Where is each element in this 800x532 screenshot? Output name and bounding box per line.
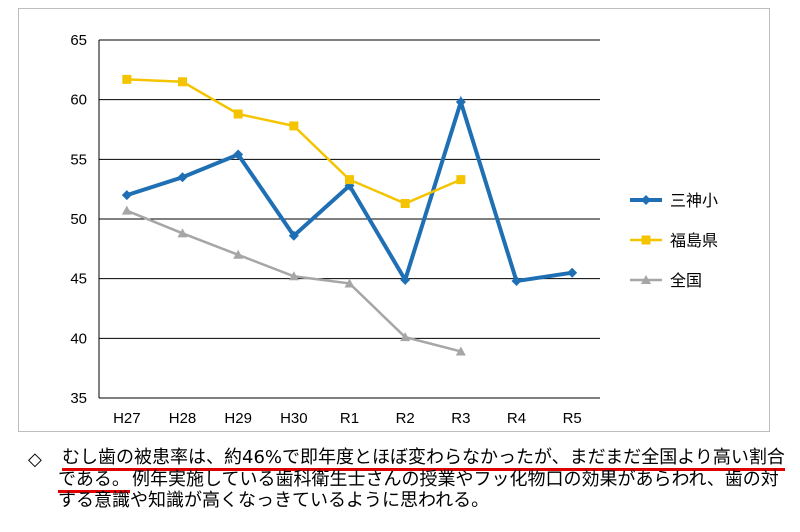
x-tick-label: H28 — [169, 410, 197, 427]
data-point — [400, 274, 411, 285]
data-point — [289, 121, 299, 131]
legend-label: 全国 — [670, 271, 702, 290]
comment-line2-underlined: である。 — [58, 470, 130, 493]
x-tick-label: H29 — [224, 410, 252, 427]
legend-label: 三神小 — [670, 191, 718, 210]
legend-marker — [641, 195, 651, 205]
data-point — [288, 230, 299, 241]
data-point — [567, 267, 578, 278]
data-point — [178, 77, 187, 87]
data-point — [233, 109, 243, 119]
x-tick-label: H30 — [280, 410, 308, 427]
y-tick-label: 40 — [70, 330, 87, 347]
comment-line3: する意識や知識が高くなっきているように思われる。 — [58, 490, 490, 511]
data-point — [400, 332, 411, 342]
comment-line1: むし歯の被患率は、約46%で即年度とほぼ変わらなかったが、まだまだ全国より高い割… — [62, 448, 785, 471]
data-point — [344, 278, 355, 288]
x-tick-label: R3 — [451, 410, 470, 427]
x-tick-label: R1 — [340, 410, 359, 427]
data-point — [455, 97, 466, 108]
y-tick-label: 50 — [70, 211, 87, 228]
data-point — [121, 205, 132, 215]
x-tick-label: R4 — [507, 410, 526, 427]
x-tick-label: R2 — [396, 410, 415, 427]
series-line-1 — [126, 78, 462, 205]
data-point — [456, 175, 466, 185]
data-point — [455, 346, 466, 356]
data-point — [400, 198, 410, 208]
data-point — [177, 172, 188, 183]
data-point — [233, 249, 244, 259]
data-point — [345, 175, 354, 185]
data-point — [121, 190, 132, 201]
y-tick-label: 65 — [70, 32, 87, 49]
chart-frame — [18, 8, 770, 432]
x-tick-label: H27 — [113, 410, 141, 427]
y-tick-label: 55 — [70, 151, 87, 168]
data-point — [177, 228, 188, 238]
y-tick-label: 45 — [70, 271, 87, 288]
x-tick-label: R5 — [563, 410, 582, 427]
bullet-icon: ◇ — [28, 449, 42, 470]
legend-label: 福島県 — [670, 231, 718, 250]
legend-marker — [641, 275, 651, 284]
data-point — [233, 149, 244, 160]
comment-line2: 例年実施している歯科衛生士さんの授業やフッ化物口の効果があらわれ、歯の対 — [132, 469, 779, 490]
data-point — [511, 276, 522, 287]
y-tick-label: 35 — [70, 390, 87, 407]
series-line-0 — [126, 95, 573, 285]
data-point — [122, 74, 132, 84]
y-tick-label: 60 — [70, 92, 87, 109]
legend-marker — [641, 235, 651, 245]
line-chart: 35 40 45 50 55 60 65 H27 H28 H29 H30 R1 R2 R3 R4 R5 三神小福… — [70, 32, 718, 427]
data-point — [288, 271, 299, 281]
